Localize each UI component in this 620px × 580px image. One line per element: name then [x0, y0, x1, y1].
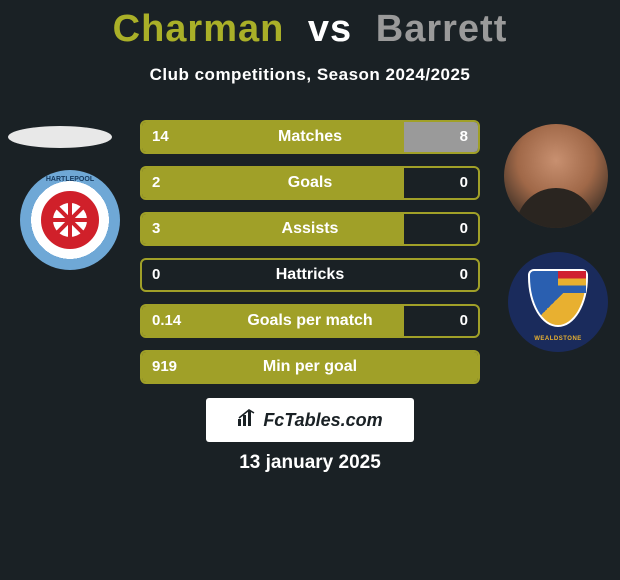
- stat-value-left: 3: [152, 214, 160, 244]
- stat-label: Assists: [142, 214, 478, 244]
- stat-label: Goals per match: [142, 306, 478, 336]
- club-left-text: HARTLEPOOL: [46, 176, 94, 183]
- stat-row: Hattricks0 0: [140, 258, 480, 292]
- player1-avatar: [8, 126, 112, 148]
- title: Charman vs Barrett: [0, 0, 620, 51]
- site-badge[interactable]: FcTables.com: [206, 398, 414, 442]
- stat-label: Min per goal: [142, 352, 478, 382]
- stat-value-left: 0: [152, 260, 160, 290]
- stat-value-right: 0: [460, 214, 468, 244]
- stat-value-left: 2: [152, 168, 160, 198]
- player2-avatar: [504, 124, 608, 228]
- stat-value-right: 8: [460, 122, 468, 152]
- stat-row: Goals2 0: [140, 166, 480, 200]
- date-label: 13 january 2025: [0, 452, 620, 474]
- vs-label: vs: [302, 8, 358, 50]
- stat-value-right: 0: [460, 168, 468, 198]
- stat-row: Goals per match0.14 0: [140, 304, 480, 338]
- stat-value-left: 0.14: [152, 306, 181, 336]
- player2-name: Barrett: [370, 8, 508, 50]
- stat-row: Assists3 0: [140, 212, 480, 246]
- stat-label: Matches: [142, 122, 478, 152]
- stat-value-right: 0: [460, 260, 468, 290]
- stat-value-left: 14: [152, 122, 169, 152]
- club-right-ribbon: WEALDSTONE: [534, 336, 582, 342]
- player1-club-badge: HARTLEPOOL: [20, 170, 120, 270]
- stat-row: Min per goal919: [140, 350, 480, 384]
- player1-name: Charman: [113, 8, 291, 50]
- player2-club-badge: WEALDSTONE: [508, 252, 608, 352]
- site-label: FcTables.com: [263, 410, 382, 431]
- comparison-infographic: Charman vs Barrett Club competitions, Se…: [0, 0, 620, 580]
- stat-value-left: 919: [152, 352, 177, 382]
- chart-icon: [237, 409, 257, 432]
- stat-label: Hattricks: [142, 260, 478, 290]
- stat-value-right: 0: [460, 306, 468, 336]
- stats-area: Matches148Goals20Assists30Hattricks00Goa…: [140, 120, 480, 396]
- stat-label: Goals: [142, 168, 478, 198]
- stat-row: Matches14 8: [140, 120, 480, 154]
- subtitle: Club competitions, Season 2024/2025: [0, 65, 620, 85]
